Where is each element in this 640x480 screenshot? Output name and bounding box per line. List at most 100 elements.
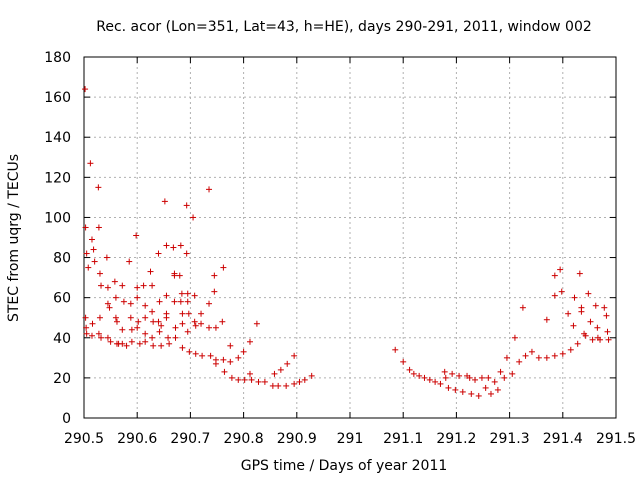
data-point — [183, 202, 190, 209]
data-point — [134, 284, 141, 291]
data-point — [406, 366, 413, 373]
data-point — [501, 374, 508, 381]
data-point — [472, 376, 479, 383]
x-tick-label: 290.9 — [277, 431, 317, 447]
data-points — [82, 86, 612, 399]
data-point — [557, 266, 564, 273]
data-point — [83, 250, 90, 257]
x-tick-label: 290.8 — [224, 431, 264, 447]
data-point — [186, 348, 193, 355]
data-point — [147, 268, 154, 275]
data-point — [248, 376, 255, 383]
data-point — [228, 374, 235, 381]
data-point — [96, 270, 103, 277]
x-tick-label: 291 — [337, 431, 364, 447]
data-point — [111, 278, 118, 285]
data-point — [220, 264, 227, 271]
data-point — [283, 382, 290, 389]
data-point — [127, 300, 134, 307]
data-point — [120, 298, 127, 305]
data-point — [83, 330, 90, 337]
data-point — [155, 318, 162, 325]
data-point — [574, 340, 581, 347]
data-point — [565, 310, 572, 317]
data-point — [156, 328, 163, 335]
data-point — [211, 288, 218, 295]
data-point — [291, 352, 298, 359]
data-point — [87, 160, 94, 167]
data-point — [199, 352, 206, 359]
data-point — [592, 302, 599, 309]
data-point — [432, 378, 439, 385]
y-tick-label: 60 — [53, 291, 71, 307]
data-point — [150, 342, 157, 349]
y-tick-label: 0 — [62, 411, 71, 427]
data-point — [91, 258, 98, 265]
data-point — [441, 368, 448, 375]
y-tick-label: 120 — [44, 170, 71, 186]
data-point — [509, 370, 516, 377]
x-axis-label: GPS time / Days of year 2011 — [241, 458, 448, 474]
y-tick-label: 140 — [44, 130, 71, 146]
data-point — [95, 330, 102, 337]
data-point — [119, 340, 126, 347]
data-point — [576, 270, 583, 277]
data-point — [134, 324, 141, 331]
data-point — [220, 356, 227, 363]
data-point — [163, 242, 170, 249]
data-point — [491, 378, 498, 385]
x-tick-label: 291.2 — [436, 431, 476, 447]
data-point — [558, 288, 565, 295]
data-point — [126, 258, 133, 265]
data-point — [127, 314, 134, 321]
chart-title: Rec. acor (Lon=351, Lat=43, h=HE), days … — [96, 19, 592, 35]
data-point — [83, 324, 90, 331]
data-point — [284, 360, 291, 367]
data-point — [221, 368, 228, 375]
data-point — [206, 300, 213, 307]
data-point — [192, 322, 199, 329]
data-point — [275, 382, 282, 389]
data-point — [103, 254, 110, 261]
y-tick-label: 160 — [44, 90, 71, 106]
data-point — [551, 292, 558, 299]
data-point — [578, 308, 585, 315]
x-tick-label: 290.7 — [170, 431, 210, 447]
data-point — [179, 310, 186, 317]
data-point — [594, 324, 601, 331]
data-point — [503, 354, 510, 361]
data-point — [82, 314, 89, 321]
data-point — [163, 292, 170, 299]
data-point — [551, 352, 558, 359]
data-point — [166, 340, 173, 347]
data-point — [149, 308, 156, 315]
data-point — [149, 334, 156, 341]
data-point — [165, 334, 172, 341]
data-point — [172, 324, 179, 331]
data-point — [156, 298, 163, 305]
data-point — [410, 370, 417, 377]
data-point — [192, 350, 199, 357]
data-point — [551, 272, 558, 279]
data-point — [475, 392, 482, 399]
data-point — [170, 244, 177, 251]
data-point — [155, 250, 162, 257]
data-point — [128, 338, 135, 345]
data-point — [277, 366, 284, 373]
data-point — [207, 352, 214, 359]
x-tick-label: 290.6 — [117, 431, 157, 447]
data-point — [227, 342, 234, 349]
data-point — [437, 380, 444, 387]
data-point — [235, 354, 242, 361]
data-point — [179, 320, 186, 327]
data-point — [478, 374, 485, 381]
data-point — [184, 298, 191, 305]
data-point — [88, 236, 95, 243]
data-point — [219, 318, 226, 325]
data-point — [416, 372, 423, 379]
y-tick-label: 80 — [53, 251, 71, 267]
y-tick-label: 180 — [44, 50, 71, 66]
y-axis-label: STEC from uqrg / TECUs — [6, 154, 22, 322]
data-point — [442, 374, 449, 381]
data-point — [150, 318, 157, 325]
